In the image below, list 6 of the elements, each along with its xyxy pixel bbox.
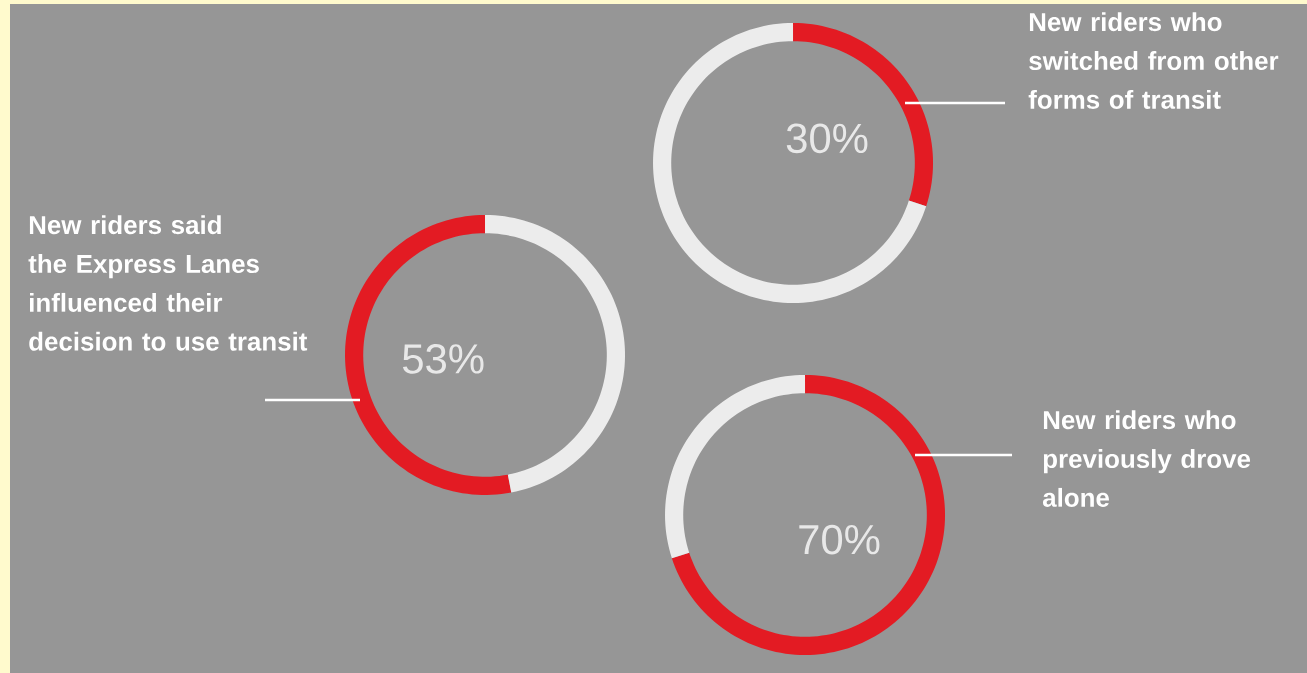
text: New riders said the Express Lanes influenced their decision to use transit — [28, 215, 308, 351]
text: New riders who previously drove alone — [1042, 410, 1251, 507]
text: New riders who switched from other forms of transit — [1028, 12, 1279, 109]
data-label: 53% — [402, 344, 484, 374]
data-label: 30% — [786, 123, 868, 154]
data-label: 70% — [799, 524, 880, 555]
